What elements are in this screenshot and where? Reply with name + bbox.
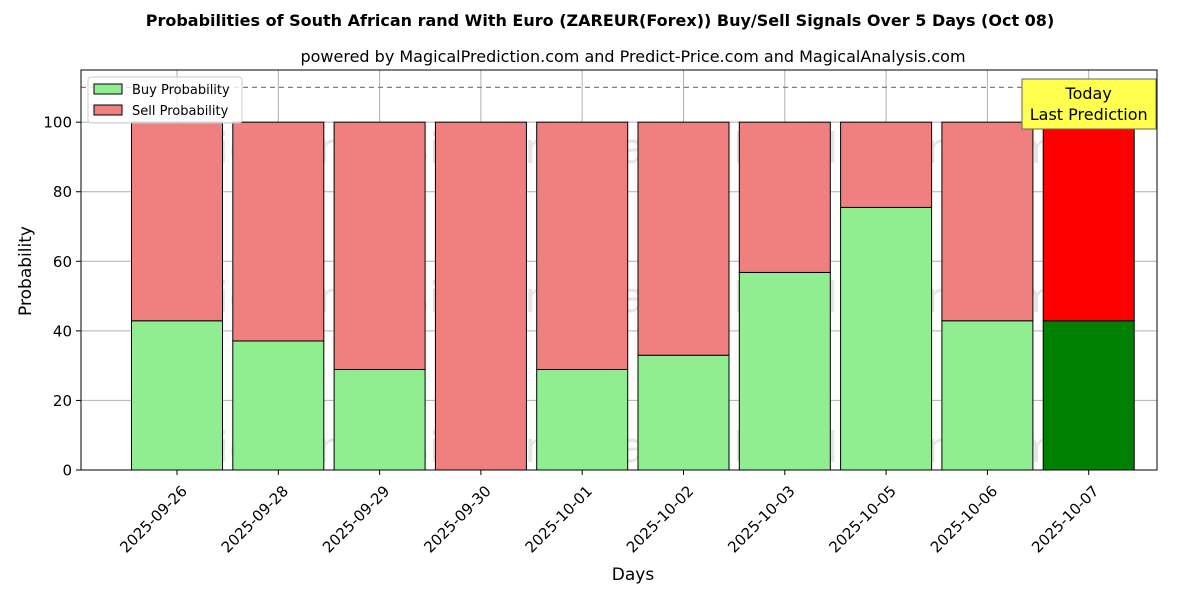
y-axis-ticks: 0 20 40 60 80 100 xyxy=(43,114,81,480)
legend-label: Sell Probability xyxy=(132,104,229,119)
sell-bar xyxy=(840,121,933,208)
sell-bar xyxy=(333,121,426,370)
y-axis-label: Probability xyxy=(16,226,36,316)
chart-title: Probabilities of South African rand With… xyxy=(146,11,1055,30)
legend-box xyxy=(87,76,243,124)
y-tick-label: 60 xyxy=(53,253,72,271)
sell-bar xyxy=(131,121,223,322)
legend: Buy Probability Sell Probability xyxy=(87,76,243,124)
buy-bar xyxy=(536,368,629,471)
legend-label: Buy Probability xyxy=(132,83,230,98)
sell-bar xyxy=(738,121,831,273)
annotation-box xyxy=(1021,78,1157,130)
y-tick-label: 80 xyxy=(53,183,72,201)
legend-swatch xyxy=(93,104,123,116)
sell-bar xyxy=(637,121,730,356)
chart-subtitle: powered by MagicalPrediction.com and Pre… xyxy=(300,47,965,66)
y-tick-label: 0 xyxy=(62,462,72,480)
buy-bar xyxy=(232,340,325,471)
y-tick-label: 20 xyxy=(53,392,72,410)
sell-bar xyxy=(434,121,527,471)
plot-frame xyxy=(80,69,1158,471)
x-axis-label: Days xyxy=(612,565,655,585)
bars xyxy=(131,121,1135,471)
sell-bar xyxy=(536,121,629,370)
buy-bar xyxy=(738,271,831,471)
annotation-line-1: Today xyxy=(1065,84,1112,103)
buy-bar xyxy=(131,320,223,471)
buy-bar xyxy=(840,206,933,471)
buy-bar xyxy=(941,320,1034,471)
annotation-line-2: Last Prediction xyxy=(1030,105,1148,124)
sell-bar xyxy=(232,121,325,342)
y-tick-label: 40 xyxy=(53,322,72,340)
sell-bar xyxy=(1042,121,1135,322)
today-annotation: Today Last Prediction xyxy=(1021,78,1157,130)
legend-swatch xyxy=(93,83,123,95)
sell-bar xyxy=(941,121,1034,322)
buy-bar xyxy=(1042,320,1135,471)
buy-bar xyxy=(637,354,730,471)
buy-bar xyxy=(333,368,426,471)
y-tick-label: 100 xyxy=(43,114,72,132)
